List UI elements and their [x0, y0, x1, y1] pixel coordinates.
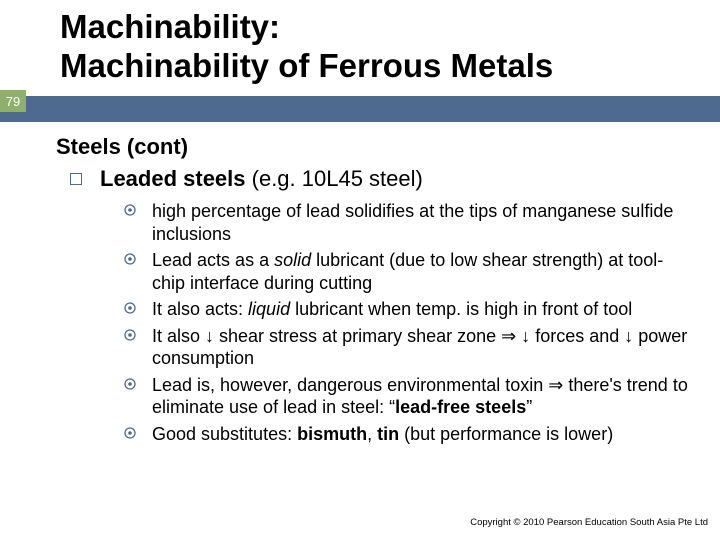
target-bullet-icon	[122, 302, 138, 314]
list-item: Lead acts as a solid lubricant (due to l…	[122, 249, 696, 294]
target-bullet-icon	[122, 204, 138, 216]
list-item: Lead is, however, dangerous environmenta…	[122, 374, 696, 419]
content-area: Steels (cont) Leaded steels (e.g. 10L45 …	[56, 134, 696, 449]
title-divider-bar	[0, 96, 720, 122]
target-bullet-icon	[122, 329, 138, 341]
list-item-text: Lead is, however, dangerous environmenta…	[152, 374, 696, 419]
list-item-text: high percentage of lead solidifies at th…	[152, 200, 696, 245]
list-item: high percentage of lead solidifies at th…	[122, 200, 696, 245]
list-item-text: It also ↓ shear stress at primary shear …	[152, 325, 696, 370]
slide: Machinability: Machinability of Ferrous …	[0, 0, 720, 540]
page-number-badge: 79	[0, 90, 26, 112]
list-item: Good substitutes: bismuth, tin (but perf…	[122, 423, 696, 446]
sub-heading: Steels (cont)	[56, 134, 696, 160]
level1-item: Leaded steels (e.g. 10L45 steel)	[56, 166, 696, 192]
list-item: It also acts: liquid lubricant when temp…	[122, 298, 696, 321]
level1-lead: Leaded steels	[100, 166, 246, 191]
level2-list: high percentage of lead solidifies at th…	[56, 200, 696, 445]
slide-title: Machinability: Machinability of Ferrous …	[0, 0, 720, 86]
square-bullet-icon	[70, 173, 82, 185]
copyright-text: Copyright © 2010 Pearson Education South…	[470, 517, 708, 528]
list-item-text: Good substitutes: bismuth, tin (but perf…	[152, 423, 613, 446]
target-bullet-icon	[122, 378, 138, 390]
target-bullet-icon	[122, 427, 138, 439]
level1-text: Leaded steels (e.g. 10L45 steel)	[100, 166, 423, 192]
target-bullet-icon	[122, 253, 138, 265]
title-line-2: Machinability of Ferrous Metals	[60, 47, 720, 86]
level1-rest: (e.g. 10L45 steel)	[246, 166, 423, 191]
list-item-text: Lead acts as a solid lubricant (due to l…	[152, 249, 696, 294]
list-item-text: It also acts: liquid lubricant when temp…	[152, 298, 632, 321]
title-line-1: Machinability:	[60, 8, 720, 47]
list-item: It also ↓ shear stress at primary shear …	[122, 325, 696, 370]
